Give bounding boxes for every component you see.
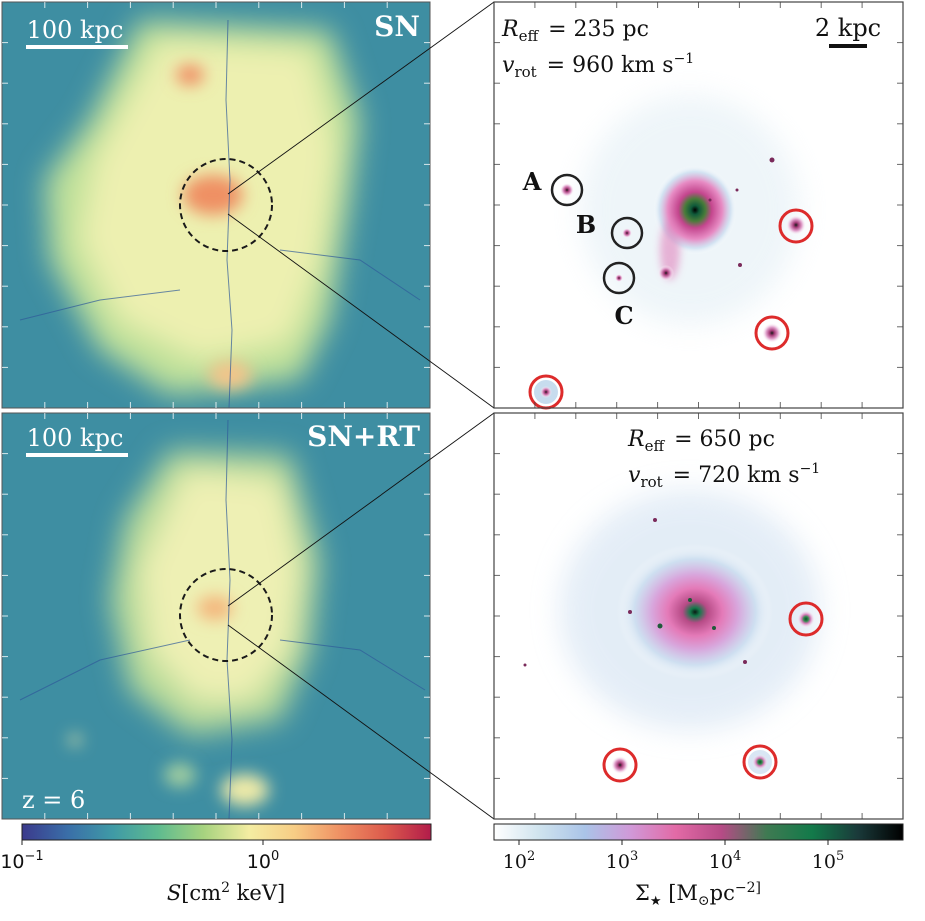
vrot-snrt: vrot = 720 km s−1: [628, 461, 820, 491]
satellite-label-a: A: [522, 167, 542, 196]
satellite-label-c: C: [614, 301, 633, 330]
scalebar-2kpc: [829, 44, 867, 48]
colorbar-stars-tick-2: 104: [709, 849, 741, 873]
frame-ticks: [2, 2, 903, 819]
scalebar-label-sn: 100 kpc: [27, 16, 124, 44]
satellite-label-b: B: [576, 210, 596, 239]
scalebar-snrt: [26, 453, 128, 457]
panel-sn-map: [2, 2, 430, 408]
colorbar-stars-tick-3: 105: [812, 849, 844, 873]
redshift-label: z = 6: [22, 786, 85, 814]
colorbar-gas-tick-1: 100: [247, 849, 279, 873]
red-circle-2: [754, 315, 790, 351]
panel-snrt-stars: [494, 413, 903, 819]
satellite-circle-a: [550, 173, 584, 207]
colorbar-gas-label: S[cm2 keV]: [167, 880, 285, 905]
red-circle-1: [778, 208, 814, 244]
colorbar-gas: [21, 823, 432, 841]
red-circle-5: [602, 747, 638, 783]
satellite-circle-b: [610, 216, 644, 250]
colorbar-stars-tick-0: 102: [503, 849, 535, 873]
colorbar-stars: [493, 823, 904, 841]
vrot-sn: vrot = 960 km s−1: [502, 51, 694, 81]
panel-sn-stars: [494, 2, 903, 410]
zoom-lines: [227, 1, 495, 820]
panel-label-snrt: SN+RT: [307, 420, 420, 453]
colorbar-gas-tick-0: 10−1: [0, 849, 43, 873]
scalebar-label-snrt: 100 kpc: [27, 424, 124, 452]
colorbar-stars-label: Σ★ [M⊙pc−2]: [635, 880, 761, 909]
satellite-circle-c: [602, 261, 636, 295]
colorbar-stars-tick-1: 103: [606, 849, 638, 873]
reff-snrt: Reff = 650 pc: [627, 427, 775, 455]
red-circle-4: [788, 601, 824, 637]
red-circle-6: [742, 744, 778, 780]
scalebar-label-2kpc: 2 kpc: [815, 14, 881, 42]
panel-snrt-map: [2, 413, 430, 819]
reff-sn: Reff = 235 pc: [501, 17, 649, 45]
panel-label-sn: SN: [374, 10, 420, 43]
scalebar-sn: [26, 45, 128, 49]
